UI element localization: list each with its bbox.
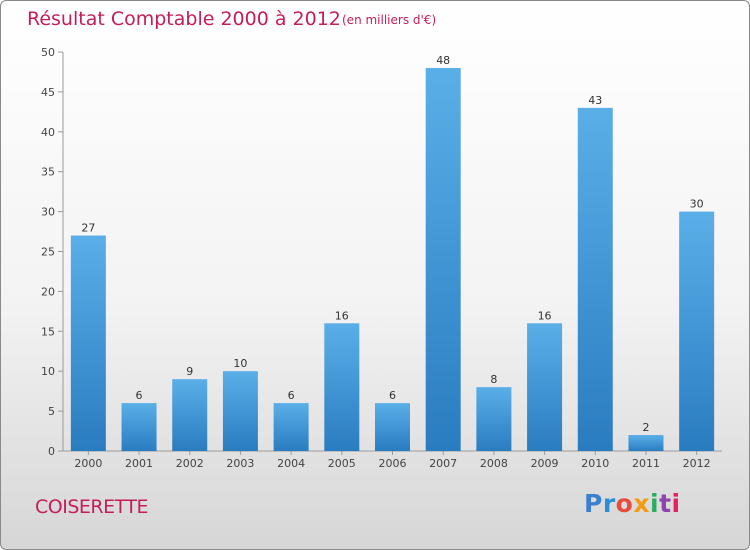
x-tick-label: 2003 — [226, 457, 254, 470]
data-label-2001: 6 — [136, 389, 143, 402]
logo-letter: P — [584, 489, 603, 518]
logo-letter: x — [633, 489, 650, 518]
data-label-2008: 8 — [490, 373, 497, 386]
y-tick-label: 0 — [48, 445, 55, 458]
bar-2012 — [679, 211, 715, 451]
y-tick-label: 30 — [41, 206, 55, 219]
commune-name: COISERETTE — [35, 496, 148, 518]
bar-2002 — [172, 379, 208, 451]
x-tick-label: 2010 — [581, 457, 609, 470]
proxiti-logo[interactable]: Proxiti — [584, 489, 681, 518]
y-tick-label: 10 — [41, 365, 55, 378]
x-tick-label: 2000 — [74, 457, 102, 470]
data-label-2005: 16 — [335, 309, 349, 322]
logo-letter: o — [615, 489, 634, 518]
bar-2009 — [527, 323, 563, 451]
bar-2007 — [425, 67, 461, 452]
chart-subtitle: (en milliers d'€) — [342, 13, 437, 27]
x-tick-label: 2006 — [379, 457, 407, 470]
x-tick-label: 2001 — [125, 457, 153, 470]
x-tick-label: 2009 — [531, 457, 559, 470]
bar-2008 — [476, 387, 512, 451]
bar-2010 — [577, 107, 613, 452]
x-tick-label: 2007 — [429, 457, 457, 470]
x-tick-label: 2005 — [328, 457, 356, 470]
bar-2003 — [222, 371, 258, 451]
bar-2001 — [121, 403, 157, 451]
x-tick-label: 2004 — [277, 457, 305, 470]
y-tick-label: 15 — [41, 325, 55, 338]
data-label-2004: 6 — [288, 389, 295, 402]
bar-2000 — [70, 235, 106, 451]
bar-2005 — [324, 323, 360, 451]
bar-2011 — [628, 435, 664, 451]
data-label-2012: 30 — [690, 198, 704, 211]
data-label-2009: 16 — [538, 309, 552, 322]
x-tick-label: 2012 — [683, 457, 711, 470]
data-label-2010: 43 — [588, 94, 602, 107]
data-labels: 27 6 9 10 6 16 6 48 8 16 43 2 30 — [81, 54, 703, 434]
x-tick-label: 2002 — [176, 457, 204, 470]
logo-letter: i — [650, 489, 660, 518]
y-tick-label: 25 — [41, 246, 55, 259]
data-label-2002: 9 — [186, 365, 193, 378]
bars — [70, 67, 715, 452]
bar-2006 — [375, 403, 410, 451]
logo-letter: t — [659, 489, 672, 518]
y-tick-label: 20 — [41, 285, 55, 298]
data-label-2000: 27 — [81, 222, 95, 235]
data-label-2003: 10 — [233, 357, 247, 370]
x-tick-label: 2011 — [632, 457, 660, 470]
bar-2004 — [273, 403, 309, 451]
y-tick-label: 35 — [41, 166, 55, 179]
y-tick-label: 50 — [41, 46, 55, 59]
data-label-2006: 6 — [389, 389, 396, 402]
data-label-2007: 48 — [436, 54, 450, 67]
y-tick-label: 45 — [41, 86, 55, 99]
chart-title: Résultat Comptable 2000 à 2012 — [27, 8, 341, 30]
x-tick-label: 2008 — [480, 457, 508, 470]
logo-letter: i — [671, 489, 681, 518]
y-tick-label: 40 — [41, 126, 55, 139]
data-label-2011: 2 — [642, 421, 649, 434]
logo-letter: r — [602, 489, 616, 518]
y-tick-label: 5 — [48, 405, 55, 418]
